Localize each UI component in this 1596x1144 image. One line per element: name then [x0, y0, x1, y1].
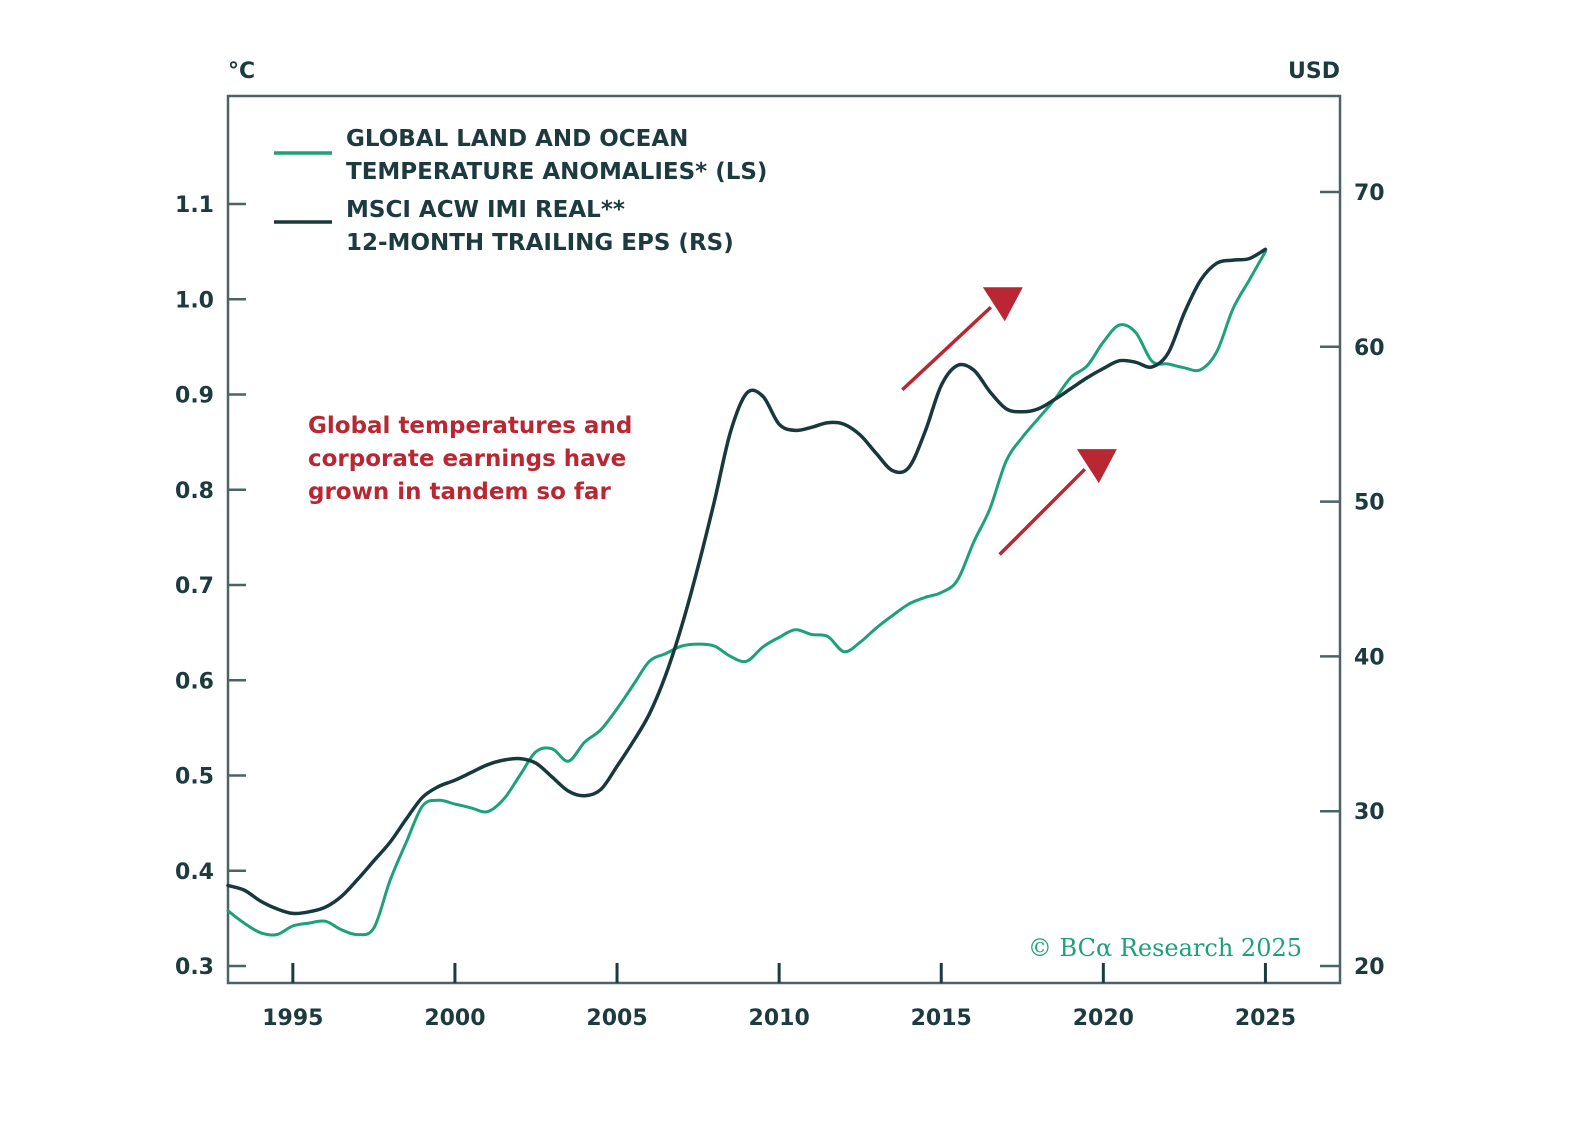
- legend: GLOBAL LAND AND OCEAN TEMPERATURE ANOMAL…: [274, 126, 767, 256]
- arrow-shaft: [998, 467, 1087, 556]
- x-tick-label: 2005: [586, 1006, 647, 1031]
- left-tick-label: 0.5: [175, 765, 214, 790]
- arrow-layer: [901, 287, 1117, 556]
- left-tick-label: 1.0: [175, 288, 214, 313]
- right-tick-label: 50: [1354, 491, 1385, 516]
- annotation-line-3: grown in tandem so far: [308, 479, 611, 505]
- arrow-head: [1076, 449, 1117, 484]
- series-line-temperature: [226, 250, 1267, 937]
- annotation-line-2: corporate earnings have: [308, 446, 626, 472]
- left-tick-label: 0.6: [175, 669, 214, 694]
- right-tick-label: 30: [1354, 800, 1385, 825]
- legend-label-temperature-line1: GLOBAL LAND AND OCEAN: [346, 126, 688, 152]
- left-tick-label: 0.7: [175, 574, 214, 599]
- copyright: © BCα Research 2025: [1028, 934, 1302, 962]
- series-layer: [226, 247, 1268, 937]
- x-tick-label: 2010: [749, 1006, 810, 1031]
- arrow-head: [982, 287, 1023, 322]
- annotation: Global temperatures and corporate earnin…: [308, 413, 632, 505]
- left-tick-label: 1.1: [175, 193, 214, 218]
- legend-label-temperature-line2: TEMPERATURE ANOMALIES* (LS): [346, 159, 767, 185]
- left-axis-unit: °C: [228, 59, 255, 84]
- left-axis: 0.3 0.4 0.5 0.6 0.7 0.8 0.9 1.0 1.1: [175, 193, 246, 980]
- left-tick-label: 0.3: [175, 955, 214, 980]
- right-tick-label: 40: [1354, 645, 1385, 670]
- legend-label-eps-line2: 12-MONTH TRAILING EPS (RS): [346, 230, 734, 256]
- right-axis: 20 30 40 50 60 70: [1320, 181, 1385, 980]
- x-tick-label: 2020: [1073, 1006, 1134, 1031]
- plot-frame: [226, 94, 1342, 985]
- right-axis-unit: USD: [1288, 59, 1340, 84]
- right-tick-label: 20: [1354, 955, 1385, 980]
- left-tick-label: 0.9: [175, 384, 214, 409]
- series-line-eps: [226, 247, 1268, 916]
- left-tick-label: 0.4: [175, 860, 214, 885]
- arrow-shaft: [901, 305, 993, 392]
- right-tick-label: 60: [1354, 336, 1385, 361]
- x-tick-label: 2025: [1235, 1006, 1296, 1031]
- right-tick-label: 70: [1354, 181, 1385, 206]
- x-tick-label: 2015: [911, 1006, 972, 1031]
- x-tick-label: 2000: [424, 1006, 485, 1031]
- x-tick-label: 1995: [262, 1006, 323, 1031]
- x-axis: 1995 2000 2005 2010 2015 2020 2025: [262, 963, 1296, 1031]
- legend-label-eps-line1: MSCI ACW IMI REAL**: [346, 197, 625, 223]
- annotation-line-1: Global temperatures and: [308, 413, 632, 439]
- left-tick-label: 0.8: [175, 479, 214, 504]
